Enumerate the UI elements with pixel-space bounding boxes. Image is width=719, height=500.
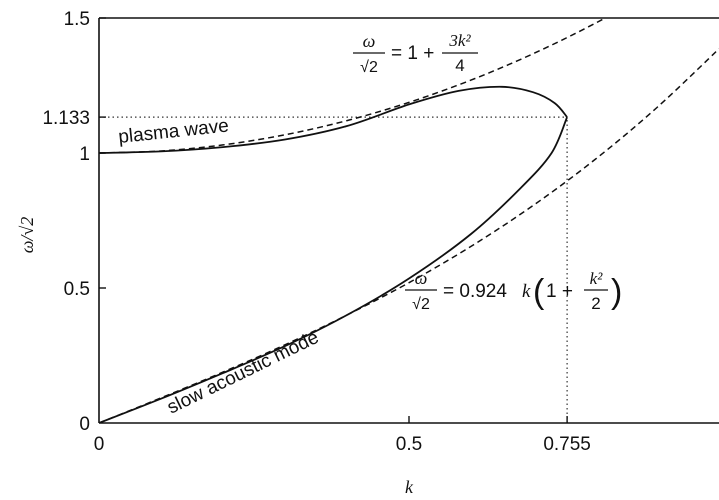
eq1-lhs-numerator: ω (363, 31, 376, 51)
y-tick-label: 0 (79, 414, 90, 435)
x-tick-label: 0.5 (396, 434, 422, 455)
eq1-fraction-denominator: 4 (455, 56, 464, 75)
equation-plasma-asymptote: ω √2 = 1 + 3k² 4 (353, 31, 478, 76)
x-axis-title: k (405, 477, 414, 497)
axes (99, 18, 719, 423)
axis-ticks: 0 0.5 0.755 0 0.5 1 1.133 1.5 (42, 9, 590, 455)
guide-lines (99, 117, 567, 423)
slow-acoustic-mode-label: slow acoustic mode (164, 327, 322, 419)
eq2-lhs-numerator: ω (415, 268, 428, 288)
eq1-lhs-denominator: √2 (360, 59, 378, 76)
eq2-fraction-numerator: k² (590, 269, 604, 288)
equation-acoustic-asymptote: ω √2 = 0.924 k ( 1 + k² 2 ) (405, 268, 622, 313)
eq2-variable: k (522, 281, 531, 302)
plasma-wave-label: plasma wave (117, 115, 229, 147)
eq2-paren-prefix: 1 + (546, 281, 573, 302)
eq2-fraction-denominator: 2 (591, 294, 600, 313)
x-tick-label: 0.755 (543, 434, 591, 455)
eq2-open-paren: ( (533, 273, 545, 311)
eq2-close-paren: ) (611, 273, 622, 311)
eq2-lhs-denominator: √2 (412, 296, 430, 313)
y-tick-label: 0.5 (64, 279, 90, 300)
x-tick-label: 0 (94, 434, 105, 455)
eq2-rhs-prefix: = 0.924 (443, 281, 507, 302)
y-tick-label: 1.5 (64, 9, 90, 30)
y-axis-title: ω/√2 (17, 217, 37, 254)
eq1-fraction-numerator: 3k² (448, 31, 471, 50)
y-tick-label: 1 (79, 144, 90, 165)
series-line-plasma-wave (99, 87, 567, 153)
y-tick-label: 1.133 (42, 108, 90, 129)
eq1-rhs-prefix: = 1 + (391, 43, 434, 64)
series-line-slow-acoustic-mode (99, 117, 567, 423)
